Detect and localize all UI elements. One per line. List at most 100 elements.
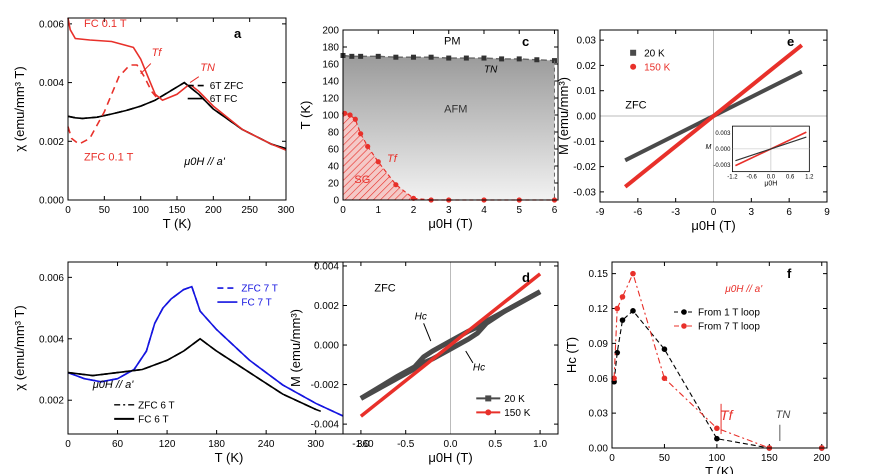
y-tick-label: 0.00 (577, 112, 597, 123)
x-tick-label: 0 (711, 207, 717, 218)
y-tick-label: 180 (322, 43, 339, 54)
y-tick-label: 200 (322, 26, 339, 37)
panel-letter: f (787, 266, 792, 281)
data-point (614, 349, 621, 356)
tn-point (358, 53, 364, 59)
x-tick-label: 200 (813, 453, 830, 464)
x-tick-label: 0.0 (444, 439, 458, 450)
x-tick-label: 200 (205, 205, 222, 216)
legend-label: From 1 T loop (698, 307, 760, 318)
y-tick-label: 0.000 (314, 341, 339, 352)
x-tick-label: 0 (609, 453, 615, 464)
y-axis-label: χ (emu/mm³ T) (12, 305, 27, 390)
y-tick-label: 160 (322, 60, 339, 71)
y-tick-label: 0.002 (39, 396, 64, 407)
x-tick-label: 240 (258, 439, 275, 450)
y-tick-label: 0.12 (589, 304, 609, 315)
x-tick-label: 360 (357, 439, 374, 450)
y-tick-label: 0.002 (314, 301, 339, 312)
y-tick-label: 0.01 (577, 86, 597, 97)
x-tick-label: 300 (307, 439, 324, 450)
legend-marker (485, 395, 492, 402)
annotation-zfc: ZFC (625, 99, 646, 111)
tn-point (375, 53, 381, 59)
inset-y-tick-label: -0.003 (713, 163, 731, 169)
x-tick-label: 180 (208, 439, 225, 450)
x-tick-label: -1.0 (352, 439, 370, 450)
x-axis-label: μ0H (T) (428, 216, 472, 231)
arrow-tf (140, 63, 152, 75)
panel-letter: c (522, 34, 529, 49)
annotation-tf: Tf (720, 407, 735, 423)
legend-marker (485, 409, 492, 416)
y-tick-label: 120 (322, 94, 339, 105)
tf-point (393, 182, 399, 188)
data-point (630, 270, 636, 277)
tf-point (347, 112, 353, 118)
legend-label: FC 6 T (138, 414, 168, 425)
inset-x-tick-label: -0.6 (746, 175, 757, 181)
data-point (714, 435, 720, 442)
y-tick-label: 80 (328, 128, 340, 139)
y-tick-label: -0.002 (311, 380, 340, 391)
inset-x-tick-label: -1.2 (727, 175, 738, 181)
y-tick-label: 0.002 (39, 137, 64, 148)
x-tick-label: 0 (340, 205, 346, 216)
y-tick-label: 0.004 (314, 261, 339, 272)
x-axis-label: T (K) (705, 464, 734, 474)
legend-label: 20 K (644, 48, 665, 59)
legend-label: 20 K (504, 394, 525, 405)
tn-point (393, 54, 399, 60)
x-tick-label: 5 (516, 205, 522, 216)
annotation-fc: FC 0.1 T (84, 18, 127, 30)
annotation-field: μ0H // a' (183, 156, 225, 168)
tf-point (365, 143, 371, 150)
tf-point (375, 159, 381, 165)
x-tick-label: 150 (761, 453, 778, 464)
tn-point (463, 55, 469, 61)
y-tick-label: 0.004 (39, 78, 64, 89)
tf-point (358, 131, 364, 137)
x-tick-label: 3 (749, 207, 755, 218)
plot-area (68, 262, 390, 434)
sg-region (343, 113, 555, 200)
annotation-zfc: ZFC (374, 283, 395, 295)
tn-line (342, 54, 555, 62)
x-tick-label: 60 (112, 439, 124, 450)
panel-f: 0 50 100 150 200 0.00 0.03 0.06 0.09 0.12 0.15 T (K… (564, 261, 831, 474)
inset-y-tick-label: 0.000 (715, 147, 731, 153)
x-tick-label: 250 (241, 205, 258, 216)
y-tick-label: 100 (322, 111, 339, 122)
y-tick-label: 0.06 (589, 374, 609, 385)
y-tick-label: 0.02 (577, 61, 597, 72)
region-pm: PM (444, 35, 461, 47)
x-tick-label: 3 (446, 205, 452, 216)
annotation-tf: Tf (152, 47, 163, 59)
x-tick-label: 9 (824, 207, 830, 218)
y-tick-label: 20 (328, 179, 340, 190)
y-tick-label: 0.006 (39, 19, 64, 30)
x-tick-label: 0.5 (488, 439, 502, 450)
legend-marker (630, 49, 637, 56)
annotation-hc-lower: Hc (473, 363, 485, 374)
legend-label: ZFC 6 T (138, 400, 174, 411)
inset-x-tick-label: 0.0 (767, 175, 776, 181)
x-tick-label: 4 (481, 205, 487, 216)
arrow-tn (189, 76, 200, 83)
y-tick-label: -0.01 (573, 137, 596, 148)
legend-marker (681, 309, 687, 315)
label-tf: Tf (387, 153, 398, 165)
series-line (359, 289, 542, 401)
y-axis-label: M (emu/mm³) (288, 309, 303, 387)
tn-point (428, 54, 434, 60)
y-axis-label: χ (emu/mm³ T) (12, 66, 27, 151)
y-tick-label: 0.000 (39, 196, 64, 207)
x-axis-label: μ0H (T) (691, 218, 735, 233)
x-tick-label: 100 (709, 453, 726, 464)
panel-letter: d (522, 270, 530, 285)
label-tn: TN (484, 65, 498, 76)
x-tick-label: -9 (596, 207, 605, 218)
x-axis-label: μ0H (T) (428, 450, 472, 465)
